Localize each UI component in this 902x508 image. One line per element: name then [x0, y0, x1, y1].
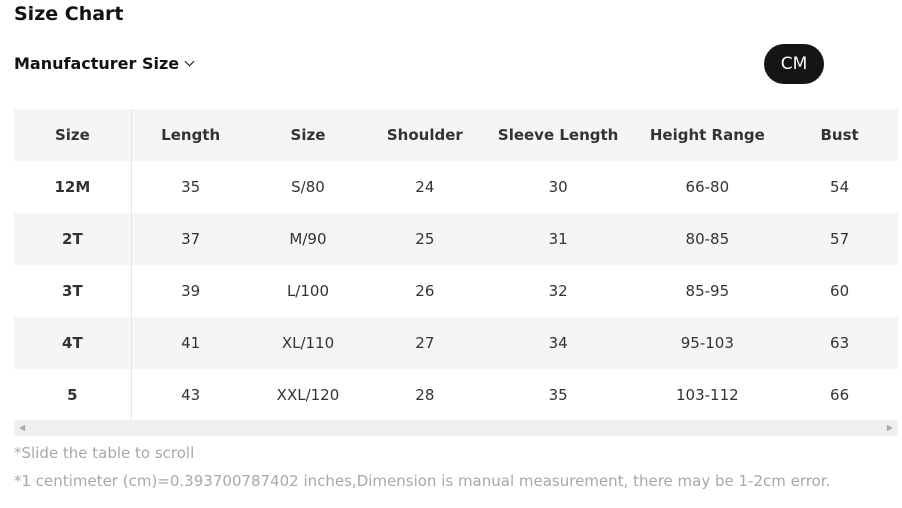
horizontal-scrollbar[interactable]: ◀ ▶	[14, 420, 898, 436]
table-cell: 5	[14, 369, 132, 421]
scroll-right-icon[interactable]: ▶	[886, 423, 893, 432]
table-cell: 31	[548, 230, 568, 248]
table-row: 5 43 XXL/120 28 35 103-112 66	[14, 369, 898, 421]
table-cell: 26	[415, 282, 435, 300]
table-cell: 63	[830, 334, 850, 352]
chevron-down-icon	[184, 56, 195, 67]
page-title: Size Chart	[14, 3, 124, 25]
table-cell: 95-103	[680, 334, 734, 352]
table-cell: 43	[181, 386, 201, 404]
column-header: Sleeve Length	[497, 126, 619, 144]
table-cell: L/100	[286, 282, 329, 300]
table-header-row: Size Length Size Shoulder Sleeve Length Heigh…	[14, 109, 898, 161]
manufacturer-size-dropdown[interactable]: Manufacturer Size	[14, 54, 195, 73]
table-cell: 25	[415, 230, 435, 248]
unit-cm-button[interactable]: CM	[764, 44, 824, 84]
column-header: Height Range	[649, 126, 765, 144]
scroll-note: *Slide the table to scroll	[14, 444, 195, 462]
table-cell: 28	[415, 386, 435, 404]
table-cell: 24	[415, 178, 435, 196]
manufacturer-size-label: Manufacturer Size	[14, 54, 180, 73]
table-cell: 4T	[14, 317, 132, 369]
table-cell: S/80	[291, 178, 325, 196]
table-cell: 30	[548, 178, 568, 196]
table-cell: 37	[181, 230, 201, 248]
table-cell: 54	[830, 178, 850, 196]
table-cell: 35	[181, 178, 201, 196]
column-header: Length	[161, 126, 221, 144]
table-cell: 39	[181, 282, 201, 300]
table-cell: 103-112	[676, 386, 739, 404]
table-row: 4T 41 XL/110 27 34 95-103 63	[14, 317, 898, 369]
table-cell: 32	[548, 282, 568, 300]
column-header: Bust	[820, 126, 859, 144]
column-header: Size	[14, 109, 132, 161]
table-cell: 12M	[14, 161, 132, 213]
table-cell: M/90	[289, 230, 327, 248]
table-row: 12M 35 S/80 24 30 66-80 54	[14, 161, 898, 213]
table-cell: 85-95	[685, 282, 730, 300]
table-cell: 34	[548, 334, 568, 352]
scroll-left-icon[interactable]: ◀	[19, 423, 26, 432]
size-table: Size Length Size Shoulder Sleeve Length Heigh…	[14, 109, 898, 421]
table-cell: 3T	[14, 265, 132, 317]
table-cell: 35	[548, 386, 568, 404]
column-header: Size	[290, 126, 326, 144]
conversion-note: *1 centimeter (cm)=0.393700787402 inches…	[14, 472, 831, 490]
table-cell: 2T	[14, 213, 132, 265]
table-cell: 80-85	[685, 230, 730, 248]
table-cell: XXL/120	[276, 386, 340, 404]
table-row: 2T 37 M/90 25 31 80-85 57	[14, 213, 898, 265]
table-cell: 66	[830, 386, 850, 404]
table-cell: 57	[830, 230, 850, 248]
table-cell: 60	[830, 282, 850, 300]
column-header: Shoulder	[386, 126, 463, 144]
table-cell: 66-80	[685, 178, 730, 196]
table-cell: XL/110	[281, 334, 335, 352]
table-cell: 41	[181, 334, 201, 352]
table-cell: 27	[415, 334, 435, 352]
table-row: 3T 39 L/100 26 32 85-95 60	[14, 265, 898, 317]
